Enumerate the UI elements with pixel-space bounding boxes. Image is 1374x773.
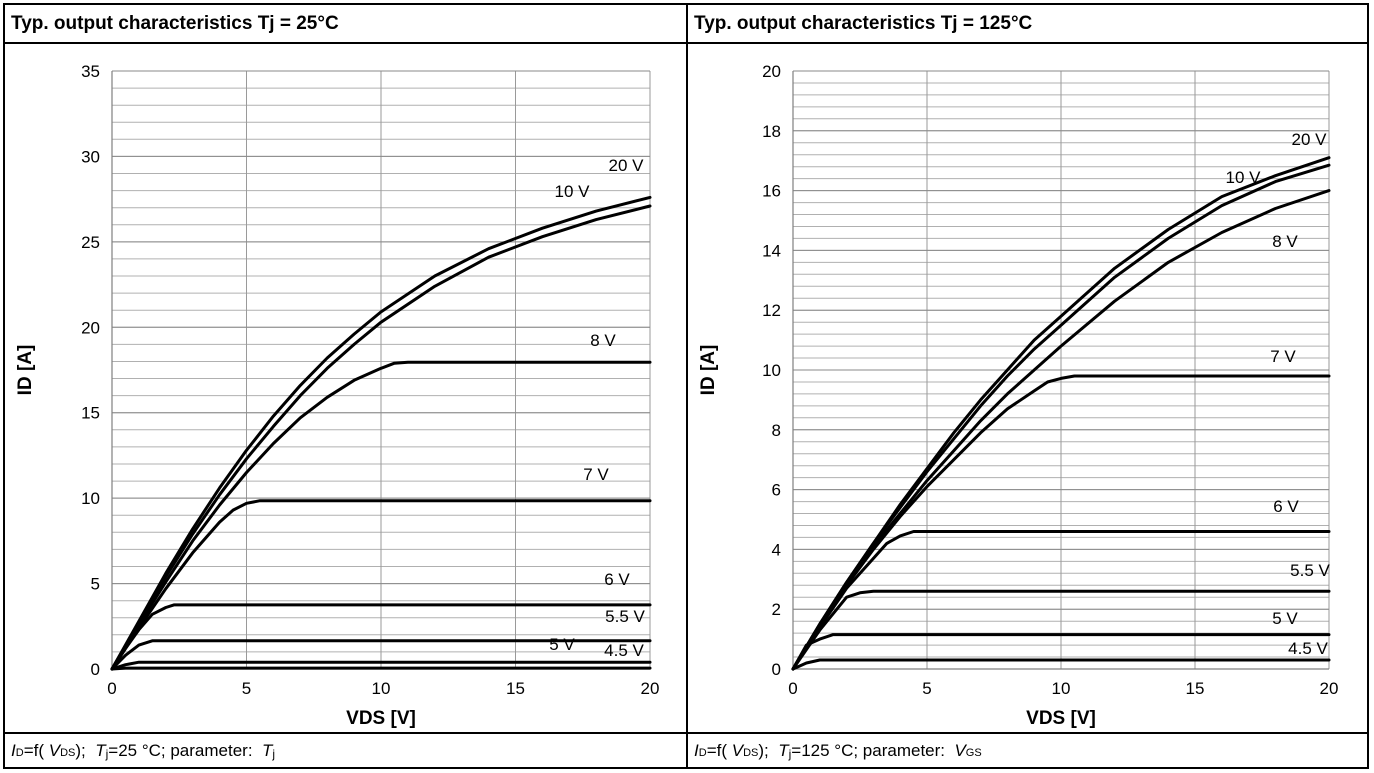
series-line	[791, 589, 1331, 671]
x-tick-label: 5	[242, 679, 251, 698]
caption-25c: ID=f( VDS); Tj=25 °C; parameter: Tj	[11, 741, 276, 761]
y-tick-label: 0	[772, 660, 781, 679]
series-label: 10 V	[1226, 168, 1262, 187]
series-line	[110, 666, 652, 671]
y-tick-label: 4	[772, 540, 781, 559]
panel-title-25c: Typ. output characteristics Tj = 25°C	[11, 13, 339, 34]
x-tick-label: 15	[1186, 679, 1205, 698]
grid	[792, 70, 1330, 670]
y-tick-label: 12	[762, 301, 781, 320]
series-label: 8 V	[590, 331, 616, 350]
x-tick-label: 15	[506, 679, 525, 698]
y-tick-label: 35	[81, 62, 100, 81]
series-label: 5 V	[549, 635, 575, 654]
x-tick-label: 10	[1052, 679, 1071, 698]
series-label: 20 V	[609, 156, 645, 175]
caption-rule	[5, 732, 1367, 734]
y-tick-label: 2	[772, 600, 781, 619]
x-axis-label: VDS [V]	[1026, 708, 1096, 729]
series-line	[110, 639, 652, 671]
y-tick-label: 8	[772, 421, 781, 440]
x-tick-label: 5	[922, 679, 931, 698]
series-label: 8 V	[1272, 232, 1298, 251]
x-tick-label: 10	[372, 679, 391, 698]
series-label: 4.5 V	[604, 641, 644, 660]
caption-125c: ID=f( VDS); Tj=125 °C; parameter: VGS	[694, 741, 982, 761]
x-axis-label: VDS [V]	[346, 708, 416, 729]
series-line	[110, 195, 652, 671]
series-label: 5.5 V	[605, 607, 645, 626]
series-line	[791, 374, 1331, 671]
x-tick-label: 20	[1320, 679, 1339, 698]
series-line	[791, 163, 1331, 671]
y-tick-label: 20	[762, 62, 781, 81]
series-line	[110, 603, 652, 671]
title-rule	[5, 42, 1367, 44]
series-label: 20 V	[1292, 130, 1328, 149]
chart-125c: 0 2 4 6 8 10 12 14 16 18 20 0 5 10 15 20 VDS [V] ID [A] 20…	[698, 62, 1339, 729]
x-tick-label: 0	[788, 679, 797, 698]
y-tick-label: 16	[762, 182, 781, 201]
series-line	[110, 660, 652, 671]
series-line	[110, 360, 652, 671]
y-tick-label: 14	[762, 241, 781, 260]
series-label: 5 V	[1272, 609, 1298, 628]
series-label: 4.5 V	[1288, 639, 1328, 658]
y-tick-label: 10	[762, 361, 781, 380]
y-axis-label: ID [A]	[698, 345, 719, 396]
x-tick-label: 0	[107, 679, 116, 698]
chart-25c: 0 5 10 15 20 25 30 35 0 5 10 15 20 VDS [V] ID [A] 20 V 1…	[15, 62, 660, 729]
series-label: 5.5 V	[1290, 561, 1330, 580]
series-line	[110, 499, 652, 671]
y-tick-label: 20	[81, 318, 100, 337]
y-tick-label: 18	[762, 122, 781, 141]
panel-divider	[686, 5, 688, 767]
y-tick-label: 15	[81, 404, 100, 423]
x-tick-label: 20	[641, 679, 660, 698]
panel-title-125c: Typ. output characteristics Tj = 125°C	[694, 13, 1033, 34]
series-line	[110, 204, 652, 671]
series-label: 7 V	[1270, 347, 1296, 366]
y-tick-label: 0	[91, 660, 100, 679]
series-line	[791, 633, 1331, 671]
series-label: 6 V	[604, 570, 630, 589]
datasheet-frame: Typ. output characteristics Tj = 25°C Ty…	[3, 3, 1369, 769]
series-line	[791, 658, 1331, 671]
y-axis-label: ID [A]	[15, 345, 36, 396]
y-tick-label: 30	[81, 147, 100, 166]
caption-id-symbol: I	[11, 741, 16, 760]
y-tick-label: 5	[91, 575, 100, 594]
series-label: 10 V	[555, 182, 591, 201]
series-label: 6 V	[1273, 497, 1299, 516]
grid	[111, 70, 651, 670]
y-tick-label: 25	[81, 233, 100, 252]
series-label: 7 V	[583, 465, 609, 484]
y-tick-label: 6	[772, 481, 781, 500]
y-tick-label: 10	[81, 489, 100, 508]
series-line	[791, 530, 1331, 671]
